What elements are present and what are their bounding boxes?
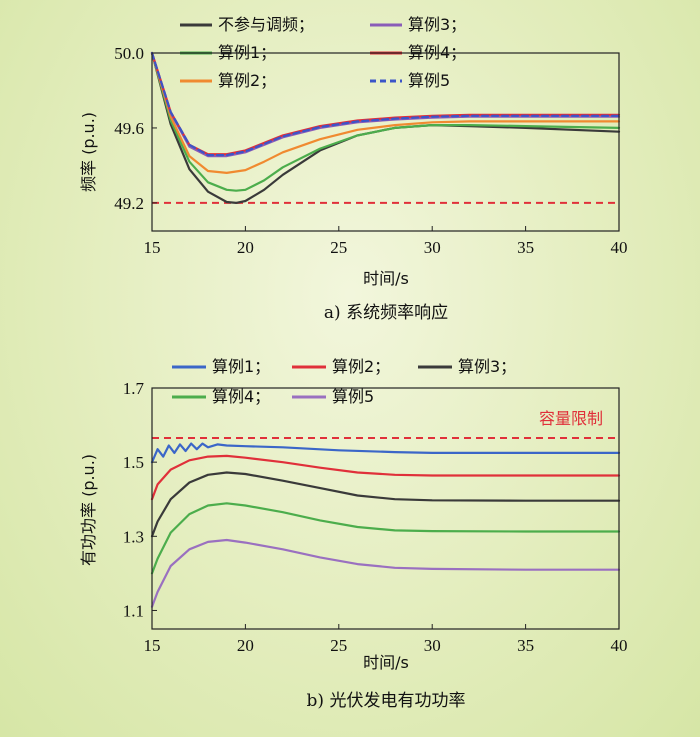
y-tick-label: 1.7 xyxy=(123,379,145,398)
legend-label: 算例3； xyxy=(458,357,516,376)
legend-label: 算例4； xyxy=(212,387,270,406)
x-tick-label: 30 xyxy=(424,636,441,655)
panel-b-capacity-limit-label: 容量限制 xyxy=(539,409,603,428)
x-tick-label: 35 xyxy=(517,636,534,655)
panel-a-series-line xyxy=(150,51,621,192)
x-tick-label: 25 xyxy=(330,636,347,655)
panel-a-series-line xyxy=(150,51,621,157)
panel-a-series-line xyxy=(150,51,621,156)
y-tick-label: 49.2 xyxy=(114,194,144,213)
y-tick-label: 1.1 xyxy=(123,601,144,620)
panel-b-power-chart: 算例1； 算例2； 算例3； 算例4； 算例5 容量限制 15 20 25 30 35 40 1.1… xyxy=(79,357,628,711)
legend-label: 算例2； xyxy=(332,357,390,376)
x-tick-label: 40 xyxy=(611,636,628,655)
x-tick-label: 20 xyxy=(237,636,254,655)
panel-b-caption: b) 光伏发电有功功率 xyxy=(307,691,466,711)
y-tick-label: 1.3 xyxy=(123,527,144,546)
panel-b-legend: 算例1； 算例2； 算例3； 算例4； 算例5 xyxy=(172,357,516,406)
panel-b-x-axis-title: 时间/s xyxy=(363,653,409,672)
panel-a-x-axis-title: 时间/s xyxy=(363,269,409,288)
panel-a-series-line xyxy=(150,51,621,158)
legend-label: 算例5 xyxy=(332,387,374,406)
legend-label: 算例1； xyxy=(212,357,270,376)
legend-label: 不参与调频； xyxy=(218,15,314,34)
x-tick-label: 15 xyxy=(144,238,161,257)
panel-a-plot-frame xyxy=(151,52,620,232)
panel-a-series-line xyxy=(150,51,621,174)
panel-a-legend: 不参与调频；算例1；算例2；算例3；算例4；算例5 xyxy=(180,15,466,90)
panel-b-series-line xyxy=(150,471,621,538)
panel-b-series-line xyxy=(150,454,621,501)
panel-a-caption: a) 系统频率响应 xyxy=(324,303,448,323)
panel-b-ticks: 15 20 25 30 35 40 1.1 1.3 1.5 1.7 xyxy=(123,379,628,655)
panel-a-ticks: 15 20 25 30 35 40 49.2 49.6 50.0 xyxy=(114,44,627,257)
panel-a-series-lines xyxy=(150,51,621,204)
x-tick-label: 20 xyxy=(237,238,254,257)
x-tick-label: 35 xyxy=(517,238,534,257)
y-tick-label: 1.5 xyxy=(123,453,144,472)
legend-label: 算例2； xyxy=(218,71,276,90)
panel-b-series-lines xyxy=(150,437,621,608)
panel-a-y-axis-title: 频率 (p.u.) xyxy=(79,112,98,192)
panel-a-frequency-chart: 不参与调频；算例1；算例2；算例3；算例4；算例5 15 20 25 30 35 4049… xyxy=(79,15,628,323)
x-tick-label: 40 xyxy=(611,238,628,257)
legend-label: 算例5 xyxy=(408,71,450,90)
panel-b-series-line xyxy=(150,538,621,608)
panel-b-y-axis-title: 有功功率 (p.u.) xyxy=(79,454,98,566)
y-tick-label: 49.6 xyxy=(114,119,144,138)
panel-b-plot-frame xyxy=(151,387,620,630)
x-tick-label: 15 xyxy=(144,636,161,655)
y-tick-label: 50.0 xyxy=(114,44,144,63)
panel-b-series-line xyxy=(150,502,621,575)
panel-b-series-line xyxy=(150,442,621,464)
x-tick-label: 30 xyxy=(424,238,441,257)
x-tick-label: 25 xyxy=(330,238,347,257)
legend-label: 算例3； xyxy=(408,15,466,34)
